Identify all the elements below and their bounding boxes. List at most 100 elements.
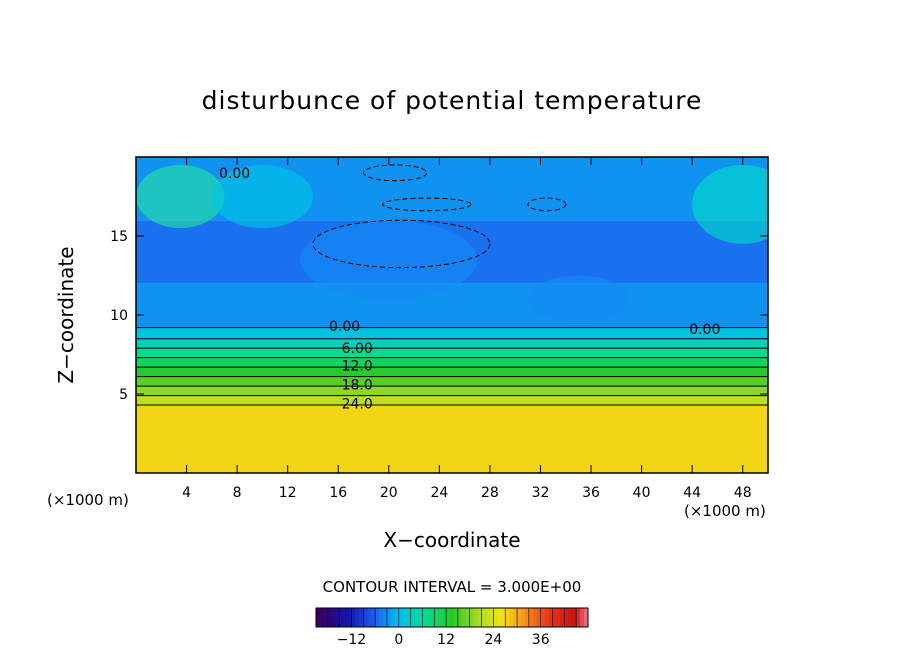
x-tick-label: 44 <box>683 485 701 501</box>
colorbar-segment <box>446 608 451 627</box>
colorbar-segment <box>398 608 404 627</box>
colorbar-frame <box>315 607 589 628</box>
colorbar-segment <box>560 608 565 627</box>
colorbar-segment <box>497 608 502 627</box>
contour-band <box>136 338 768 349</box>
colorbar-segment <box>390 608 396 627</box>
contour-label: 6.00 <box>342 341 373 357</box>
colorbar-segment <box>532 608 538 627</box>
colorbar-segment <box>556 608 561 627</box>
contour-band <box>136 405 768 473</box>
field-patch <box>527 275 629 323</box>
colorbar-segment <box>414 608 419 627</box>
colorbar-segment <box>568 608 573 627</box>
colorbar-segment <box>576 608 581 627</box>
colorbar-segment <box>465 608 471 627</box>
colorbar-tick-label: 24 <box>484 632 502 648</box>
contour-line-dashed <box>527 197 567 212</box>
contour-band <box>136 348 768 358</box>
x-tick-label: 36 <box>582 485 600 501</box>
colorbar-segment <box>544 608 550 627</box>
colorbar-segment <box>327 608 333 627</box>
colorbar-segment <box>371 608 376 627</box>
colorbar-segment <box>552 608 557 627</box>
colorbar-tick-label: −12 <box>337 632 367 648</box>
chart-title: disturbunce of potential temperature <box>201 86 703 115</box>
colorbar-segment <box>418 608 423 627</box>
colorbar-segment <box>524 608 530 627</box>
y-tick-label: 10 <box>110 308 128 324</box>
field-patch <box>211 164 313 229</box>
colorbar-segment <box>331 608 337 627</box>
contour-band <box>136 395 768 406</box>
colorbar-segment <box>386 608 392 627</box>
colorbar: −12 0 12 24 36 <box>315 607 589 648</box>
contour-lines <box>136 164 768 406</box>
colorbar-segment <box>477 608 483 627</box>
colorbar-segment <box>343 608 349 627</box>
x-tick-label: 12 <box>279 485 297 501</box>
colorbar-segment <box>517 608 522 627</box>
colorbar-segment <box>351 608 356 627</box>
colorbar-segment <box>375 608 380 627</box>
colorbar-segment <box>528 608 534 627</box>
colorbar-segment <box>469 608 475 627</box>
colorbar-segment <box>438 608 443 627</box>
x-tick-label: 28 <box>481 485 499 501</box>
contour-label: 0.00 <box>689 322 720 338</box>
contour-band <box>136 283 768 328</box>
colorbar-segment <box>359 608 364 627</box>
colorbar-segment <box>580 608 585 627</box>
contour-label: 12.0 <box>342 359 373 375</box>
x-tick-label: 16 <box>329 485 347 501</box>
field-patch <box>136 164 225 229</box>
colorbar-segment <box>453 608 459 627</box>
colorbar-segment <box>430 608 435 627</box>
x-tick-label: 8 <box>233 485 242 501</box>
colorbar-segment <box>422 608 427 627</box>
colorbar-segment <box>394 608 400 627</box>
colorbar-segment <box>323 608 329 627</box>
colorbar-segment <box>383 608 388 627</box>
contour-label: 24.0 <box>342 396 373 412</box>
colorbar-segment <box>339 608 345 627</box>
colorbar-segment <box>355 608 360 627</box>
colorbar-segment <box>461 608 467 627</box>
colorbar-segment <box>363 608 368 627</box>
colorbar-segment <box>450 608 455 627</box>
colorbar-segment <box>316 608 321 627</box>
x-tick-label: 48 <box>734 485 752 501</box>
y-tick-label: 5 <box>119 387 128 403</box>
colorbar-segment <box>379 608 384 627</box>
colorbar-segment <box>520 608 526 627</box>
colorbar-segment <box>481 608 487 627</box>
colorbar-segment <box>406 608 412 627</box>
contour-band <box>136 357 768 368</box>
colorbar-segment <box>489 608 494 627</box>
colorbar-segment <box>501 608 506 627</box>
x-axis-label: X−coordinate <box>383 528 521 552</box>
colorbar-segment <box>457 608 463 627</box>
colorbar-segment <box>564 608 569 627</box>
y-tick-label: 15 <box>110 229 128 245</box>
contour-band <box>136 367 768 377</box>
colorbar-segment <box>410 608 416 627</box>
colorbar-segment <box>513 608 518 627</box>
colorbar-tick-label: 12 <box>437 632 455 648</box>
colorbar-segment <box>505 608 510 627</box>
field-patch <box>300 220 478 300</box>
contour-labels: 0.00 0.00 6.00 12.0 18.0 24.0 0.00 <box>219 166 720 413</box>
colorbar-segment <box>584 608 589 627</box>
colorbar-segment <box>442 608 447 627</box>
contour-line-dashed <box>381 197 472 212</box>
x-tick-label: 24 <box>430 485 448 501</box>
colorbar-segment <box>509 608 514 627</box>
contour-band <box>136 327 768 339</box>
contour-label: 0.00 <box>329 319 360 335</box>
colorbar-segment <box>402 608 408 627</box>
colorbar-segment <box>548 608 554 627</box>
contour-label: 0.00 <box>219 166 250 182</box>
x-unit-label-left: (×1000 m) <box>47 491 129 509</box>
colorbar-segment <box>536 608 542 627</box>
